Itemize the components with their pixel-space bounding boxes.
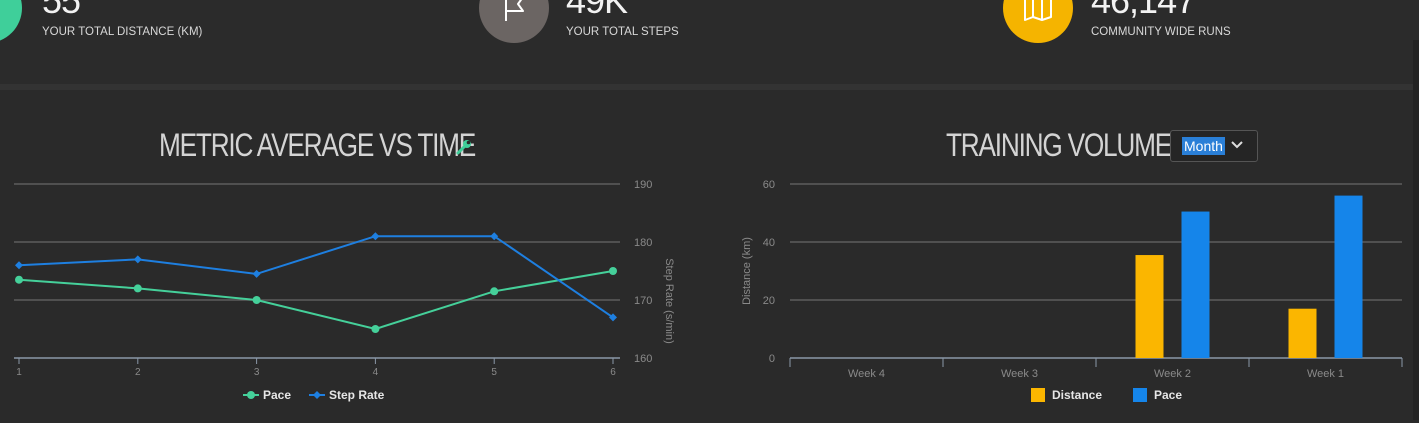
data-point [252,296,261,304]
volume-panel-title: TRAINING VOLUME [946,127,1172,163]
bar [1288,308,1317,358]
y-tick-label: 40 [763,237,775,249]
metric-line-chart: 160 170 180 190 1 2 3 4 5 6 Step Rate (s/min) Pace S… [14,179,675,402]
x-tick-label: 5 [491,367,497,378]
series-line [18,270,614,331]
chevron-down-icon [1231,141,1243,149]
data-point [15,261,23,270]
data-point [490,287,499,296]
bar [1334,195,1363,358]
stat-label: YOUR TOTAL DISTANCE (KM) [42,26,203,38]
x-tick-label: 6 [610,367,616,378]
data-point [490,232,499,241]
stat-label: COMMUNITY WIDE RUNS [1091,26,1231,38]
x-tick-label: 3 [254,367,260,378]
data-point [252,269,261,278]
data-point [133,284,142,293]
stat-value: 55 [42,0,81,21]
data-point [371,325,380,333]
y-tick-label: 170 [634,295,652,307]
x-tick-label: Week 1 [1307,368,1344,380]
x-tick-label: 1 [16,367,22,378]
wrench-icon[interactable] [455,138,473,161]
legend-swatch [1133,388,1147,402]
x-tick-label: Week 4 [848,368,885,380]
data-point [133,255,142,264]
legend-label: Pace [1154,388,1182,402]
y-tick-label: 160 [634,353,652,365]
flag-icon [479,0,549,43]
metric-panel-title: METRIC AVERAGE VS TIME [159,127,476,163]
data-point [609,267,617,275]
stat-value: 49K [566,0,628,21]
stats-bar: 55 YOUR TOTAL DISTANCE (KM) 49K YOUR TOT… [0,0,1419,84]
bar [1135,255,1164,358]
y-tick-label: 20 [763,295,775,307]
series-line [18,235,614,319]
data-point [15,275,23,284]
legend-marker [247,391,255,399]
y-tick-label: 0 [769,353,775,365]
y-axis-label: Step Rate (s/min) [663,258,675,344]
y-axis-label: Distance (km) [741,237,753,305]
map-icon [1003,0,1073,43]
x-tick-label: Week 3 [1001,368,1038,380]
legend-label: Pace [263,388,291,402]
y-tick-label: 180 [634,237,652,249]
data-point [371,232,380,241]
period-select[interactable]: Month [1170,130,1258,162]
map-icon-glyph [1024,0,1052,21]
legend-label: Step Rate [329,388,385,402]
period-select-value: Month [1182,137,1225,155]
legend-swatch [1031,388,1045,402]
training-volume-bar-chart: 0 20 40 60 Week 4 Week 3 Week 2 Week 1 Distance … [741,179,1403,402]
data-point [609,313,617,322]
y-tick-label: 190 [634,179,652,191]
runner-icon [0,0,22,43]
x-tick-label: 4 [373,367,379,378]
legend-label: Distance [1052,388,1102,402]
x-tick-label: Week 2 [1154,368,1191,380]
stat-value: 46,147 [1091,0,1196,21]
bar [1181,211,1210,358]
section-divider [0,84,1419,90]
scrollbar-edge [1413,40,1419,420]
legend-marker [313,391,321,399]
y-tick-label: 60 [763,179,775,191]
flag-icon-glyph [505,0,524,21]
stat-label: YOUR TOTAL STEPS [566,26,679,38]
x-tick-label: 2 [135,367,141,378]
